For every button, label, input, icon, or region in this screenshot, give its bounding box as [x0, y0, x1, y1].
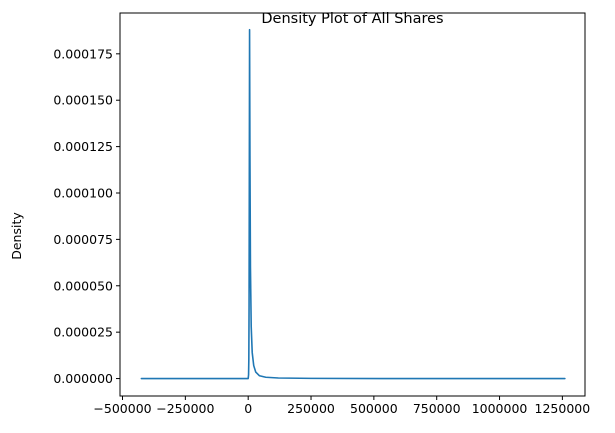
y-tick-label: 0.000050: [53, 278, 113, 293]
y-axis-label: Density: [9, 212, 24, 260]
y-tick-label: 0.000125: [53, 139, 113, 154]
x-tick-label: 1250000: [535, 401, 591, 416]
y-tick-label: 0.000150: [53, 93, 113, 108]
x-tick-label: 0: [244, 401, 252, 416]
density-line: [140, 28, 566, 380]
x-tick-label: 750000: [413, 401, 461, 416]
x-tick-label: −250000: [156, 401, 214, 416]
x-tick-label: 250000: [287, 401, 335, 416]
x-tick-label: 500000: [350, 401, 398, 416]
plot-frame: [119, 12, 586, 397]
y-tick-label: 0.000025: [53, 325, 113, 340]
plot-area: [140, 28, 566, 380]
x-tick-label: 1000000: [472, 401, 528, 416]
y-tick-label: 0.000100: [53, 185, 113, 200]
x-tick-label: −500000: [93, 401, 151, 416]
y-tick-label: 0.000175: [53, 46, 113, 61]
chart-title: Density Plot of All Shares: [261, 11, 443, 27]
y-tick-label: 0.000000: [53, 371, 113, 386]
y-tick-label: 0.000075: [53, 232, 113, 247]
